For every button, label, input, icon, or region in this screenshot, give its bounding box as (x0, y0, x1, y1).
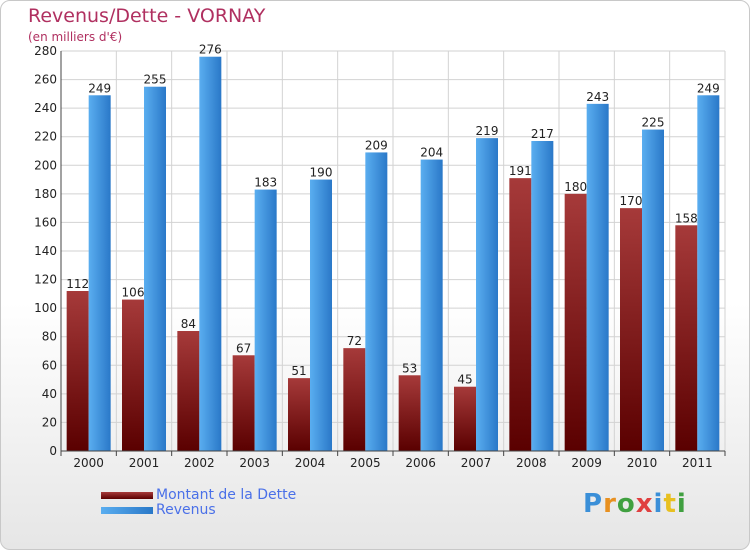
x-tick-label: 2002 (184, 456, 215, 470)
chart-subtitle: (en milliers d'€) (28, 30, 123, 44)
data-label: 255 (144, 73, 167, 87)
chart-title: Revenus/Dette - VORNAY (28, 5, 266, 27)
bar-revenus (88, 95, 111, 452)
y-tick-label: 180 (34, 187, 57, 201)
data-label: 45 (457, 373, 472, 387)
data-label: 53 (402, 361, 417, 375)
y-tick-label: 200 (34, 158, 57, 172)
x-tick-label: 2006 (405, 456, 436, 470)
bar-dette (509, 178, 532, 451)
y-tick-label: 160 (34, 215, 57, 229)
data-label: 112 (66, 277, 89, 291)
legend-label-debt: Montant de la Dette (156, 487, 297, 503)
data-label: 106 (122, 286, 145, 300)
x-tick-label: 2003 (239, 456, 270, 470)
bar-dette (620, 208, 642, 451)
y-tick-label: 20 (42, 415, 57, 429)
bar-dette (454, 386, 476, 451)
bar-dette (564, 193, 587, 451)
data-label: 249 (88, 81, 111, 95)
bar-revenus (254, 189, 277, 452)
data-label: 183 (254, 176, 277, 190)
data-label: 191 (509, 164, 532, 178)
x-tick-label: 2009 (571, 456, 602, 470)
bar-dette (232, 355, 255, 451)
bar-revenus (476, 138, 498, 451)
data-label: 190 (310, 166, 333, 180)
bar-revenus (697, 95, 720, 452)
x-tick-label: 2004 (295, 456, 326, 470)
bar-dette (66, 291, 89, 451)
data-label: 51 (291, 364, 306, 378)
legend-swatch-revenus (101, 506, 153, 514)
y-tick-label: 260 (34, 73, 57, 87)
x-tick-label: 2000 (73, 456, 104, 470)
data-label: 243 (586, 90, 609, 104)
bar-revenus (420, 159, 443, 452)
legend-swatch-debt (101, 491, 153, 499)
data-label: 67 (236, 341, 251, 355)
bar-revenus (531, 141, 554, 451)
legend-item-debt: Montant de la Dette (101, 487, 296, 503)
proxiti-logo: Proxiti (583, 489, 687, 519)
data-label: 72 (347, 334, 362, 348)
data-label: 217 (531, 127, 554, 141)
x-tick-label: 2010 (627, 456, 658, 470)
y-tick-label: 220 (34, 130, 57, 144)
data-label: 158 (675, 211, 698, 225)
data-label: 225 (642, 116, 665, 130)
y-tick-label: 40 (42, 387, 57, 401)
bar-dette (398, 375, 421, 451)
legend-label-revenus: Revenus (156, 502, 216, 518)
y-tick-label: 60 (42, 358, 57, 372)
bar-dette (343, 348, 366, 451)
bar-dette (177, 331, 200, 451)
data-label: 180 (564, 180, 587, 194)
legend-item-revenus: Revenus (101, 502, 216, 518)
y-tick-label: 240 (34, 101, 57, 115)
x-tick-label: 2001 (129, 456, 160, 470)
bar-revenus (642, 129, 664, 452)
y-tick-label: 100 (34, 301, 57, 315)
data-label: 170 (620, 194, 643, 208)
bar-revenus (365, 152, 388, 451)
x-tick-label: 2005 (350, 456, 381, 470)
bar-revenus (310, 179, 332, 452)
y-tick-label: 80 (42, 330, 57, 344)
data-label: 276 (199, 43, 222, 57)
data-label: 249 (697, 81, 720, 95)
bar-dette (675, 225, 698, 451)
y-tick-label: 120 (34, 273, 57, 287)
x-tick-label: 2008 (516, 456, 547, 470)
y-tick-label: 140 (34, 244, 57, 258)
data-label: 219 (476, 124, 499, 138)
data-label: 204 (420, 146, 443, 160)
data-label: 209 (365, 138, 388, 152)
x-tick-label: 2007 (461, 456, 492, 470)
x-tick-label: 2011 (682, 456, 713, 470)
bar-revenus (586, 103, 609, 451)
bar-revenus (199, 56, 222, 451)
y-tick-label: 280 (34, 44, 57, 58)
y-tick-label: 0 (49, 444, 57, 458)
data-label: 84 (181, 317, 196, 331)
bar-dette (288, 378, 310, 451)
bar-revenus (144, 86, 166, 451)
bar-dette (122, 299, 144, 451)
